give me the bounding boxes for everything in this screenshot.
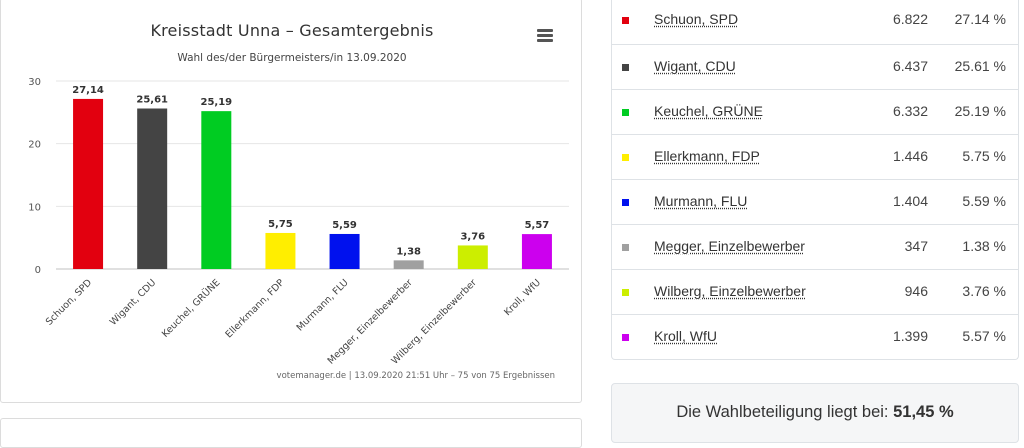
vote-count: 6.437: [892, 58, 928, 74]
bar-value-label: 5,59: [332, 220, 357, 231]
vote-count: 946: [904, 283, 928, 299]
bar-value-label: 5,75: [268, 219, 293, 230]
color-swatch: [622, 64, 629, 71]
lower-card: [0, 418, 582, 448]
result-row: Ellerkmann, FDP 1.446 5.75 %: [612, 134, 1018, 179]
bar-value-label: 25,19: [200, 97, 232, 108]
turnout-text: Die Wahlbeteiligung liegt bei: 51,45 %: [612, 403, 1018, 422]
x-tick-label: Ellerkmann, FDP: [223, 277, 286, 340]
bar: [201, 111, 232, 269]
chart-subtitle: Wahl des/der Bürgermeisters/in 13.09.202…: [177, 52, 407, 64]
bar-value-label: 3,76: [460, 231, 485, 242]
result-row: Keuchel, GRÜNE 6.332 25.19 %: [612, 89, 1018, 134]
candidate-name[interactable]: Schuon, SPD: [654, 11, 739, 27]
chart-credits: votemanager.de | 13.09.2020 21:51 Uhr – …: [276, 371, 555, 381]
bar-chart: 0 10 20 30 27,14 Schuon, SPD 25,61 Wigant, CDU 2…: [28, 77, 569, 367]
result-row: Schuon, SPD 6.822 27.14 %: [612, 0, 1018, 44]
x-tick-label: Wigant, CDU: [108, 277, 158, 327]
bar: [329, 233, 360, 269]
result-row: Kroll, WfU 1.399 5.57 %: [612, 314, 1018, 359]
bar: [265, 232, 296, 269]
vote-percent: 3.76 %: [962, 283, 1006, 299]
x-tick-label: Keuchel, GRÜNE: [160, 277, 223, 340]
bar: [393, 260, 424, 269]
color-swatch: [622, 154, 629, 161]
color-swatch: [622, 334, 629, 341]
vote-percent: 1.38 %: [962, 238, 1006, 254]
color-swatch: [622, 289, 629, 296]
vote-count: 347: [904, 238, 928, 254]
y-tick-label: 30: [28, 77, 41, 88]
result-row: Wigant, CDU 6.437 25.61 %: [612, 44, 1018, 89]
turnout-card: Die Wahlbeteiligung liegt bei: 51,45 %: [611, 383, 1019, 443]
vote-percent: 5.57 %: [962, 328, 1006, 344]
candidate-name[interactable]: Megger, Einzelbewerber: [654, 238, 805, 254]
color-swatch: [622, 199, 629, 206]
vote-count: 1.399: [892, 328, 928, 344]
bar: [73, 98, 104, 269]
result-row: Murmann, FLU 1.404 5.59 %: [612, 179, 1018, 224]
candidate-name[interactable]: Murmann, FLU: [654, 193, 748, 209]
vote-percent: 27.14 %: [954, 11, 1006, 27]
bar: [457, 245, 488, 269]
bar-value-label: 5,57: [525, 220, 550, 231]
result-row: Wilberg, Einzelbewerber 946 3.76 %: [612, 269, 1018, 314]
vote-percent: 5.75 %: [962, 148, 1006, 164]
bar: [137, 108, 168, 269]
vote-count: 6.822: [892, 11, 928, 27]
vote-percent: 25.61 %: [954, 58, 1006, 74]
vote-count: 1.404: [892, 193, 928, 209]
bar: [521, 234, 552, 269]
results-table: Schuon, SPD 6.822 27.14 % Wigant, CDU 6.437 2…: [611, 0, 1019, 360]
candidate-name[interactable]: Wilberg, Einzelbewerber: [654, 283, 806, 299]
color-swatch: [622, 244, 629, 251]
chart-title: Kreisstadt Unna – Gesamtergebnis: [150, 21, 434, 40]
bar-value-label: 1,38: [396, 246, 421, 257]
y-tick-label: 10: [28, 202, 41, 213]
bar-value-label: 27,14: [72, 85, 104, 96]
turnout-value: 51,45 %: [893, 403, 954, 421]
result-row: Megger, Einzelbewerber 347 1.38 %: [612, 224, 1018, 269]
candidate-name[interactable]: Wigant, CDU: [654, 58, 736, 74]
x-tick-label: Schuon, SPD: [44, 277, 94, 327]
x-tick-label: Murmann, FLU: [295, 277, 351, 333]
y-tick-label: 0: [35, 265, 41, 276]
bar-value-label: 25,61: [136, 95, 168, 106]
vote-percent: 5.59 %: [962, 193, 1006, 209]
vote-count: 6.332: [892, 103, 928, 119]
y-tick-label: 20: [28, 140, 41, 151]
hamburger-menu-icon[interactable]: [537, 29, 553, 43]
candidate-name[interactable]: Keuchel, GRÜNE: [654, 103, 763, 119]
candidate-name[interactable]: Ellerkmann, FDP: [654, 148, 760, 164]
turnout-label: Die Wahlbeteiligung liegt bei:: [676, 403, 889, 421]
x-tick-label: Kroll, WfU: [502, 277, 543, 318]
chart-card: Kreisstadt Unna – Gesamtergebnis Wahl de…: [0, 0, 582, 403]
candidate-name[interactable]: Kroll, WfU: [654, 328, 717, 344]
vote-percent: 25.19 %: [954, 103, 1006, 119]
color-swatch: [622, 109, 629, 116]
vote-count: 1.446: [892, 148, 928, 164]
color-swatch: [622, 17, 629, 24]
